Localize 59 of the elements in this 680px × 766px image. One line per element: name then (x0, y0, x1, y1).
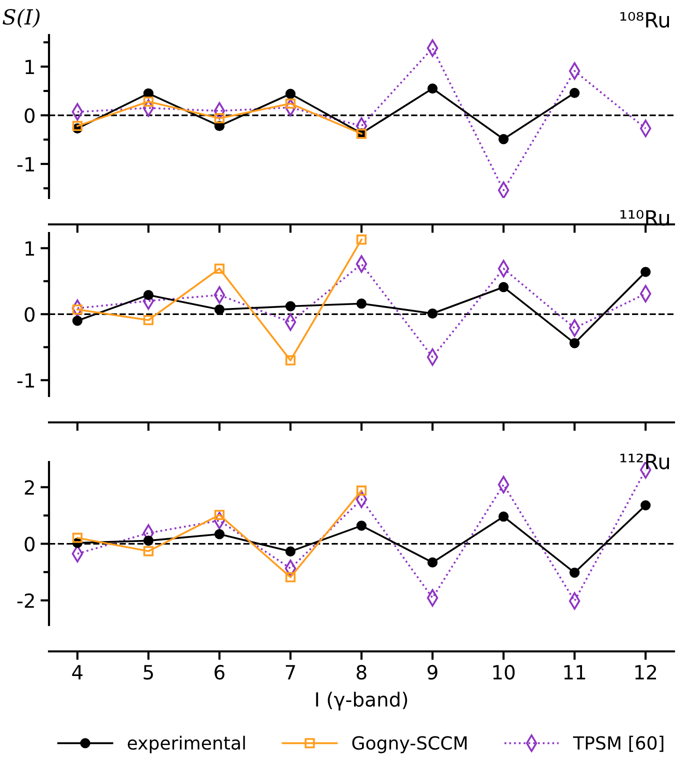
y-tick-label: 0 (24, 108, 35, 123)
point (498, 282, 509, 292)
x-tick-label: 6 (214, 664, 224, 680)
point (214, 304, 225, 315)
point (143, 315, 154, 326)
point (498, 181, 510, 198)
text: ¹⁰⁸Ru (620, 12, 669, 28)
y-tick-label: -1 (17, 157, 34, 172)
legend-label: experimental (128, 736, 245, 754)
point (356, 486, 367, 496)
x-tick-label: 5 (144, 665, 153, 680)
x-tick-label: 12 (635, 664, 656, 680)
point (143, 536, 154, 546)
x-tick-label: 10 (493, 664, 515, 680)
point (569, 88, 580, 98)
point (498, 512, 509, 522)
y-tick-label: -2 (17, 593, 34, 608)
legend-label: Gogny-SCCM (352, 736, 467, 754)
point (427, 308, 438, 319)
point (640, 266, 651, 278)
point (214, 510, 225, 520)
point (72, 532, 82, 543)
x-tick-label: 9 (428, 664, 438, 680)
point (498, 134, 509, 144)
point (640, 500, 651, 510)
x-tick-label: 8 (356, 664, 366, 680)
point (285, 546, 296, 556)
point (214, 264, 225, 274)
point (569, 568, 580, 578)
point (285, 355, 296, 366)
point (285, 572, 296, 582)
point (427, 557, 438, 568)
point (72, 120, 82, 132)
y-tick-label: -1 (17, 373, 34, 388)
point (569, 338, 580, 348)
x-tick-label: 11 (564, 665, 586, 680)
y-tick-label: 0 (24, 536, 35, 552)
point (427, 83, 438, 94)
y-tick-label: 2 (24, 480, 34, 495)
point (143, 290, 154, 300)
point (285, 301, 296, 312)
point (285, 88, 296, 99)
x-tick-label: 7 (286, 665, 295, 680)
x-tick-label: 4 (72, 665, 83, 680)
point (356, 298, 367, 309)
legend-label: TPSM [60] (573, 736, 664, 752)
y-tick-label: 1 (26, 241, 34, 256)
y-tick-label: 0 (24, 307, 35, 322)
point (143, 96, 154, 107)
point (356, 520, 367, 531)
y-axis-title: S(I) (2, 8, 40, 28)
x-axis-title: I (γ-band) (316, 692, 408, 711)
point (214, 529, 225, 540)
point (214, 113, 225, 124)
y-tick-label: 1 (26, 60, 34, 74)
point (72, 316, 82, 326)
point (143, 546, 154, 556)
point (356, 234, 367, 245)
annotation: ¹¹²Ru (620, 454, 669, 470)
